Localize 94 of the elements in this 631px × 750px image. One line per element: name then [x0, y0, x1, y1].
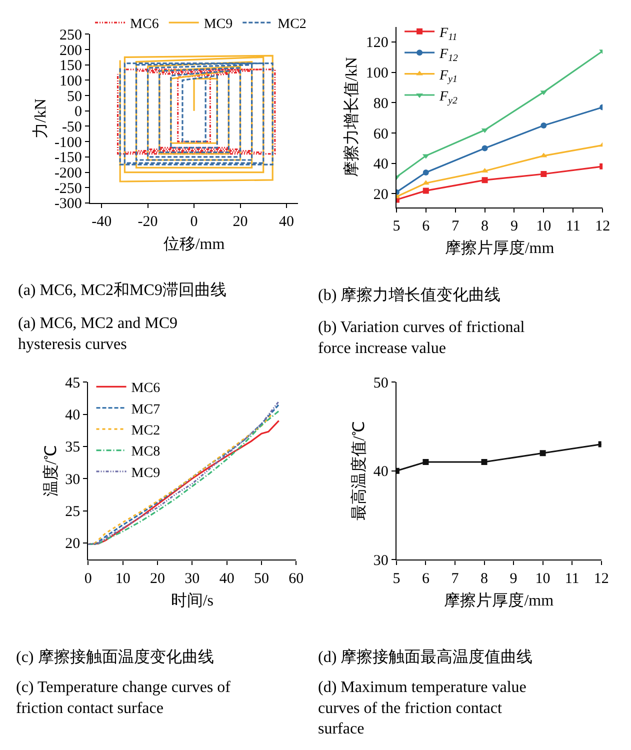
x-tick-label: 60: [288, 570, 304, 587]
x-axis-title: 摩擦片厚度/mm: [444, 239, 555, 258]
y-tick-label: 80: [373, 96, 388, 112]
y-tick-label: 40: [373, 464, 388, 480]
legend-label: F$_{y1}$: [438, 68, 458, 86]
point: [422, 188, 429, 194]
point: [482, 145, 488, 152]
x-tick-label: 9: [510, 570, 518, 587]
y-tick-label: 250: [59, 27, 82, 44]
x-tick-label: 12: [595, 218, 610, 234]
x-tick-label: 40: [219, 570, 234, 587]
text: (c) Temperature change curves of friction contact surface: [16, 679, 232, 717]
x-tick-label: 12: [594, 570, 609, 587]
x-tick-label: 5: [392, 218, 400, 234]
y-axis-title: 温度/℃: [42, 445, 60, 497]
x-tick-label: 7: [452, 218, 460, 234]
y-tick-label: 50: [66, 88, 82, 105]
line-series: [119, 54, 274, 182]
text: (a) MC6, MC2和MC9滞回曲线: [18, 281, 226, 299]
point: [540, 122, 547, 128]
point: [540, 450, 546, 456]
x-tick-label: 50: [254, 570, 270, 587]
y-axis-title: 最高温度值/℃: [350, 421, 368, 521]
point: [481, 459, 488, 466]
x-tick-label: 8: [481, 218, 489, 234]
y-tick-label: -100: [54, 134, 82, 151]
x-tick-label: 6: [422, 570, 430, 587]
y-tick-label: 40: [65, 408, 80, 424]
legend-label: MC9: [131, 466, 160, 481]
y-tick-label: 20: [373, 186, 388, 203]
x-axis-title: 摩擦片厚度/mm: [444, 592, 554, 610]
x-tick-label: 10: [115, 570, 130, 587]
y-tick-label: 50: [373, 375, 388, 392]
x-axis-title: 位移/mm: [163, 236, 226, 253]
legend-label: MC8: [131, 444, 160, 460]
x-tick-label: 0: [190, 214, 198, 230]
text: (d) Maximum temperature value curves of the friction contact surface: [318, 679, 526, 738]
y-tick-label: 60: [373, 126, 388, 142]
legend-label: MC6: [131, 381, 160, 396]
x-tick-label: 5: [392, 570, 400, 587]
legend-label: MC2: [131, 424, 160, 439]
y-tick-label: 30: [65, 472, 80, 488]
y-tick-label: -250: [54, 180, 82, 197]
legend-label: F$_{11}$: [438, 26, 458, 43]
y-tick-label: -200: [54, 166, 82, 182]
x-tick-label: 10: [536, 218, 552, 234]
x-tick-label: 10: [535, 570, 550, 587]
point: [422, 169, 429, 176]
y-tick-label: 20: [65, 536, 80, 552]
y-tick-label: 200: [59, 42, 82, 59]
x-tick-label: 30: [184, 570, 200, 587]
y-tick-label: -300: [54, 196, 82, 212]
y-tick-label: 100: [59, 73, 82, 90]
y-tick-label: -150: [54, 150, 82, 166]
x-tick-label: 0: [84, 570, 92, 587]
x-axis-title: 时间/s: [170, 592, 214, 610]
legend-label: F$_{y2}$: [438, 89, 458, 106]
y-tick-label: 25: [65, 504, 80, 520]
x-tick-label: 6: [422, 218, 430, 234]
text: (b) Variation curves of frictional force increase value: [318, 319, 526, 357]
text: (d) 摩擦接触面最高温度值曲线: [318, 648, 533, 666]
x-tick-label: 7: [451, 570, 460, 587]
y-tick-label: 45: [65, 375, 80, 392]
x-tick-label: 20: [150, 570, 166, 587]
x-tick-label: 40: [278, 214, 294, 230]
y-axis-title: 摩擦力增长值/kN: [342, 56, 361, 178]
legend-label: F$_{12}$: [438, 47, 458, 64]
legend-label: MC2: [278, 17, 306, 32]
point: [540, 171, 547, 177]
legend-label: MC9: [204, 17, 233, 32]
x-tick-label: -20: [138, 214, 158, 230]
legend-label: MC6: [130, 17, 159, 32]
x-tick-label: 9: [510, 218, 518, 234]
y-tick-label: 30: [373, 552, 388, 569]
y-tick-label: 35: [65, 440, 80, 456]
x-tick-label: 11: [564, 570, 580, 587]
line-series: [119, 62, 274, 166]
text: (a) MC6, MC2 and MC9 hysteresis curves: [18, 315, 178, 353]
text: (c) 摩擦接触面温度变化曲线: [16, 648, 214, 666]
y-tick-label: 40: [373, 156, 388, 173]
legend-label: MC7: [131, 402, 160, 418]
y-tick-label: 150: [59, 58, 82, 74]
y-tick-label: 100: [366, 66, 388, 82]
x-tick-label: -40: [92, 214, 112, 230]
point: [482, 177, 488, 184]
point: [422, 459, 429, 466]
x-tick-label: 11: [566, 218, 580, 234]
x-tick-label: 20: [232, 214, 248, 230]
y-tick-label: 0: [74, 104, 82, 120]
y-axis-title: 力/kN: [31, 98, 50, 139]
y-tick-label: 120: [366, 35, 388, 52]
y-tick-label: -50: [62, 119, 82, 136]
x-tick-label: 8: [480, 570, 488, 587]
text: (b) 摩擦力增长值变化曲线: [318, 286, 501, 304]
